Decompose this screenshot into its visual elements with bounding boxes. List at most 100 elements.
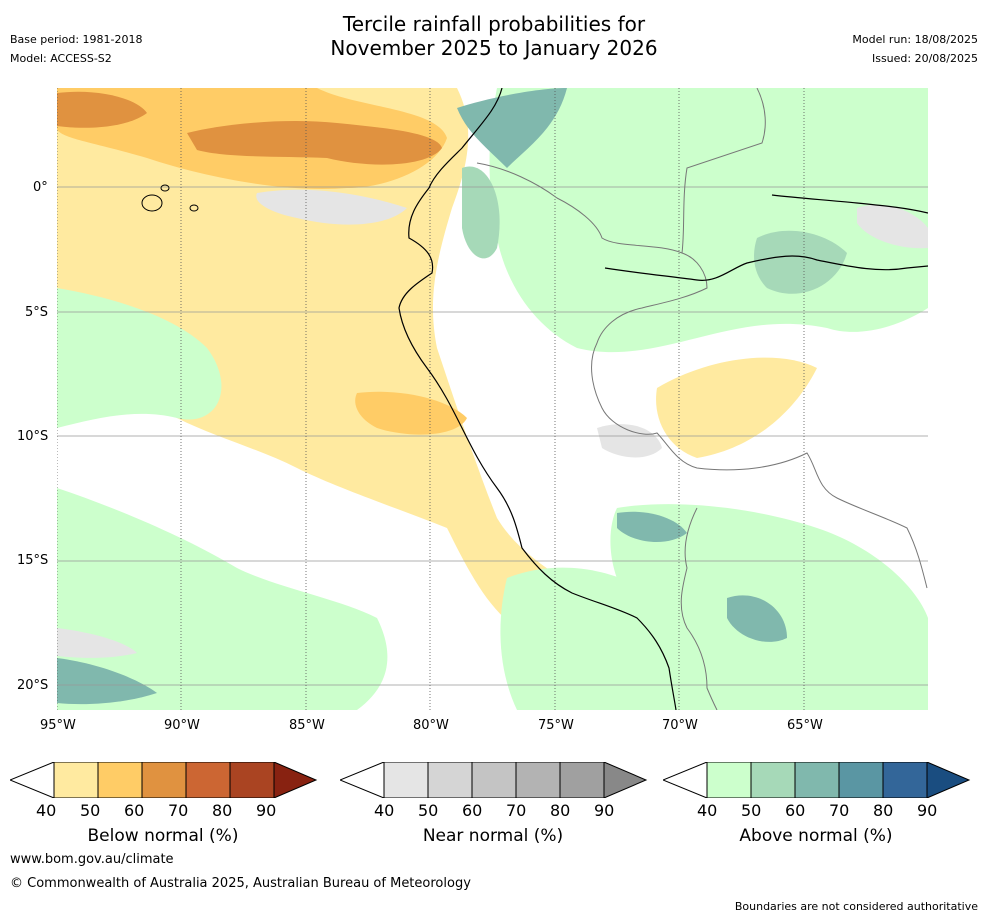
colorbar-below-normal-svg [8,761,318,799]
map-title: Tercile rainfall probabilities for Novem… [0,12,988,60]
lat-label-0: 0° [33,180,48,195]
river-amazon [604,255,928,281]
island-2 [160,184,170,192]
colorbar-below-title: Below normal (%) [87,826,239,846]
below-normal-50-coast [355,391,467,435]
colorbar-above-max-arrow [926,761,971,799]
below-normal-40-inland [656,357,817,458]
colorbar-cell [515,761,561,799]
above-normal-40-west [57,288,222,428]
lon-label-95w: 95°W [40,718,76,733]
island-3 [189,204,199,212]
river-negro [771,194,928,214]
above-normal-40-southwest [57,488,388,710]
border-line-3 [680,507,718,710]
near-tick: 40 [374,801,395,820]
colorbar-cell [838,761,884,799]
colorbar-below-ticks: 40 50 60 70 80 90 [36,801,300,821]
model-run-label: Model run: 18/08/2025 [852,33,978,46]
rainfall-probability-map [57,88,928,710]
border-line-2 [681,88,766,254]
below-tick: 40 [36,801,57,820]
copyright-text: © Commonwealth of Australia 2025, Austra… [10,876,471,891]
below-tick: 70 [168,801,189,820]
below-tick: 80 [212,801,233,820]
colorbar-cell [706,761,752,799]
above-normal-60-coast [457,88,567,168]
lon-label-65w: 65°W [787,718,823,733]
colorbar-cell [229,761,275,799]
above-normal-60-southwest [57,658,157,705]
above-tick: 90 [917,801,938,820]
lat-label-10s: 10°S [17,429,49,444]
colorbar-cell [383,761,429,799]
below-normal-60-region-east [187,121,442,165]
above-normal-50-coast [462,166,500,259]
lon-label-75w: 75°W [538,718,574,733]
above-normal-50-basin [754,230,847,294]
colorbar-near-normal-svg [338,761,648,799]
near-normal-regions [57,189,928,658]
colorbar-cell [471,761,517,799]
above-tick: 40 [697,801,718,820]
colorbar-near-title: Near normal (%) [422,826,564,846]
border-line-1 [476,162,928,589]
map-canvas [57,88,928,710]
colorbar-near-min-arrow [338,761,385,799]
colorbar-cell [185,761,231,799]
near-tick: 80 [550,801,571,820]
above-normal-60-andes [617,511,687,543]
title-line-2: November 2025 to January 2026 [330,36,658,60]
colorbar-cell [53,761,99,799]
galapagos-islands [141,184,199,212]
colorbar-above-normal [661,761,973,799]
above-tick: 50 [741,801,762,820]
grid-lines [57,186,928,686]
colorbar-above-normal-svg [661,761,971,799]
country-borders [476,88,928,710]
title-line-1: Tercile rainfall probabilities for [342,12,646,36]
colorbar-below-min-arrow [8,761,55,799]
near-normal-40-ocean [256,189,407,225]
above-tick: 70 [829,801,850,820]
lat-label-20s: 20°S [17,678,49,693]
disclaimer-text: Boundaries are not considered authoritat… [734,900,978,913]
near-tick: 90 [594,801,615,820]
lon-label-70w: 70°W [662,718,698,733]
colorbar-below-normal [8,761,320,799]
above-tick: 60 [785,801,806,820]
colorbar-cell [750,761,796,799]
colorbar-above-ticks: 40 50 60 70 80 90 [697,801,961,821]
below-tick: 90 [256,801,277,820]
colorbar-near-max-arrow [603,761,648,799]
near-tick: 70 [506,801,527,820]
above-normal-regions [57,88,928,710]
colorbar-cell [97,761,143,799]
lat-label-5s: 5°S [25,305,49,320]
colorbar-cell [141,761,187,799]
lon-label-80w: 80°W [413,718,449,733]
near-tick: 60 [462,801,483,820]
website-link[interactable]: www.bom.gov.au/climate [10,852,174,867]
rivers [604,194,928,281]
colorbar-cell [427,761,473,799]
above-normal-60-altiplano [727,595,787,642]
island-1 [141,194,163,212]
colorbar-above-title: Above normal (%) [739,826,893,846]
near-normal-40-southwest [57,628,137,658]
colorbar-cell [559,761,605,799]
near-normal-40-northeast [857,204,928,249]
above-tick: 80 [873,801,894,820]
below-tick: 60 [124,801,145,820]
near-normal-40-inland [597,424,662,458]
colorbar-cell [794,761,840,799]
lon-label-85w: 85°W [289,718,325,733]
near-tick: 50 [418,801,439,820]
coastline [398,88,677,710]
colorbar-near-normal [338,761,650,799]
lat-label-15s: 15°S [17,553,49,568]
colorbar-below-max-arrow [273,761,318,799]
base-period-label: Base period: 1981-2018 [10,33,143,46]
colorbar-cell [882,761,928,799]
lon-label-90w: 90°W [164,718,200,733]
